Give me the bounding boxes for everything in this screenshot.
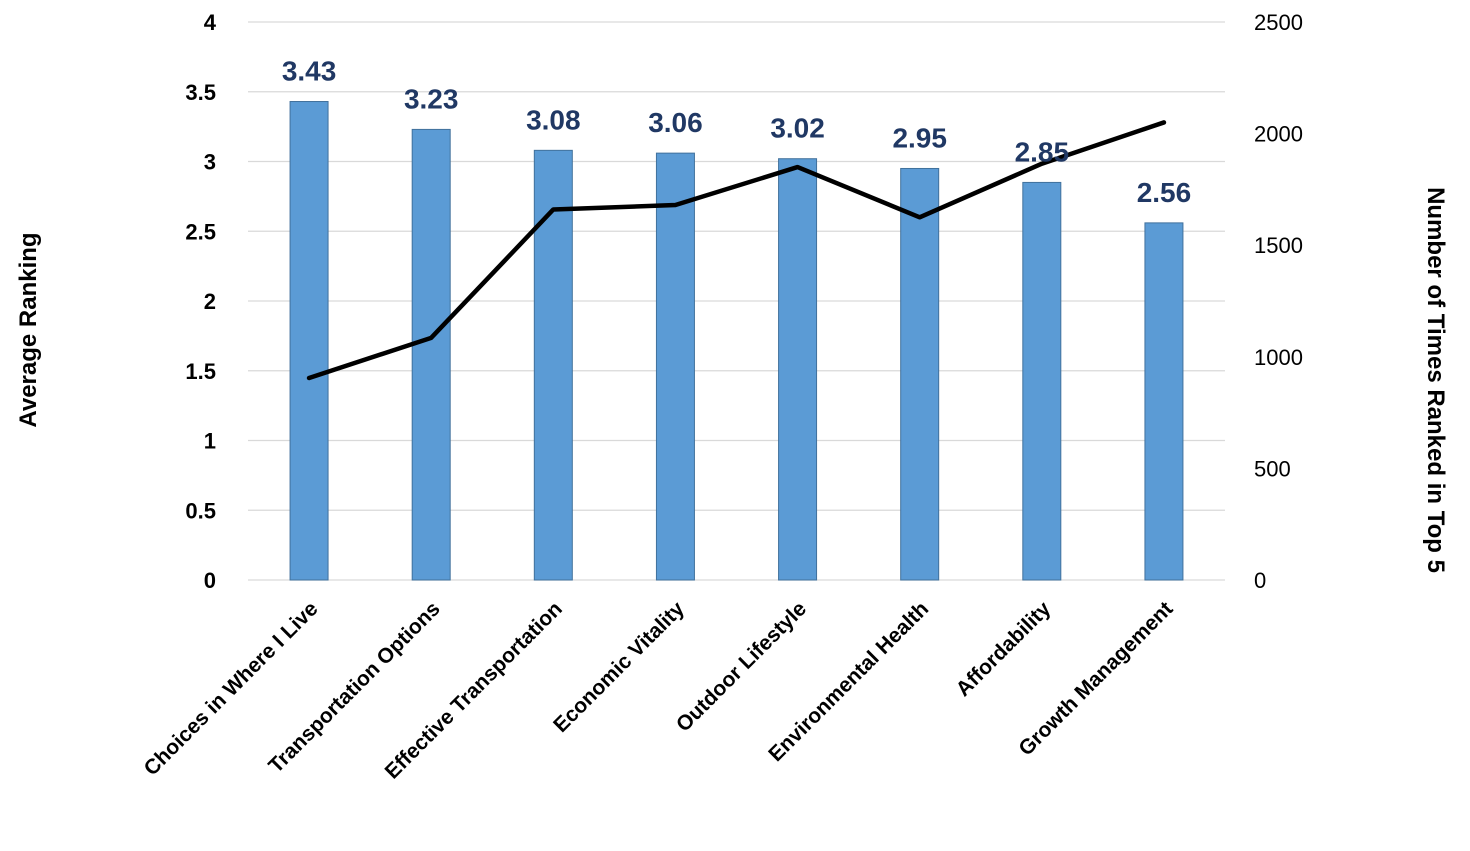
left-tick-label: 4: [204, 10, 217, 35]
left-tick-label: 1.5: [185, 359, 216, 384]
bar: [533, 149, 573, 581]
gridlines: [248, 21, 1225, 581]
line-path: [306, 120, 1167, 381]
data-label: 2.56: [1137, 177, 1192, 208]
right-tick-label: 1000: [1254, 345, 1303, 370]
bar: [289, 101, 329, 581]
right-tick-label: 500: [1254, 456, 1291, 481]
bar: [655, 152, 695, 581]
data-label: 3.02: [770, 113, 825, 144]
data-label: 2.85: [1015, 136, 1070, 167]
bar-series: [289, 101, 1184, 581]
category-label: Economic Vitality: [549, 597, 689, 737]
left-tick-label: 2.5: [185, 219, 216, 244]
left-tick-label: 2: [204, 289, 216, 314]
left-tick-label: 3: [204, 150, 216, 175]
bar: [1144, 222, 1184, 581]
category-label: Affordability: [952, 597, 1056, 701]
right-tick-label: 0: [1254, 568, 1266, 593]
data-label: 3.08: [526, 104, 581, 135]
data-labels: 3.43 3.23 3.08 3.06 3.02 2.95 2.85 2.56: [282, 56, 1191, 208]
bar: [900, 167, 940, 581]
right-axis-ticks: 0 500 1000 1500 2000 2500: [1254, 10, 1303, 593]
bar: [1022, 181, 1062, 581]
left-tick-label: 1: [204, 429, 216, 454]
data-label: 3.06: [648, 107, 703, 138]
data-label: 3.23: [404, 83, 459, 114]
bar: [411, 128, 451, 581]
left-tick-label: 0: [204, 568, 216, 593]
y-axis-title: Average Ranking: [15, 232, 42, 427]
left-tick-label: 0.5: [185, 498, 216, 523]
right-tick-label: 2500: [1254, 10, 1303, 35]
data-label: 3.43: [282, 56, 337, 87]
left-axis-ticks: 0 0.5 1 1.5 2 2.5 3 3.5 4: [185, 10, 216, 593]
data-label: 2.95: [892, 122, 947, 153]
right-tick-label: 1500: [1254, 233, 1303, 258]
line-series: [306, 120, 1167, 381]
left-tick-label: 3.5: [185, 80, 216, 105]
bar: [778, 158, 818, 581]
category-label: Outdoor Lifestyle: [672, 597, 811, 736]
y2-axis-title: Number of Times Ranked in Top 5: [1422, 187, 1449, 573]
right-tick-label: 2000: [1254, 122, 1303, 147]
